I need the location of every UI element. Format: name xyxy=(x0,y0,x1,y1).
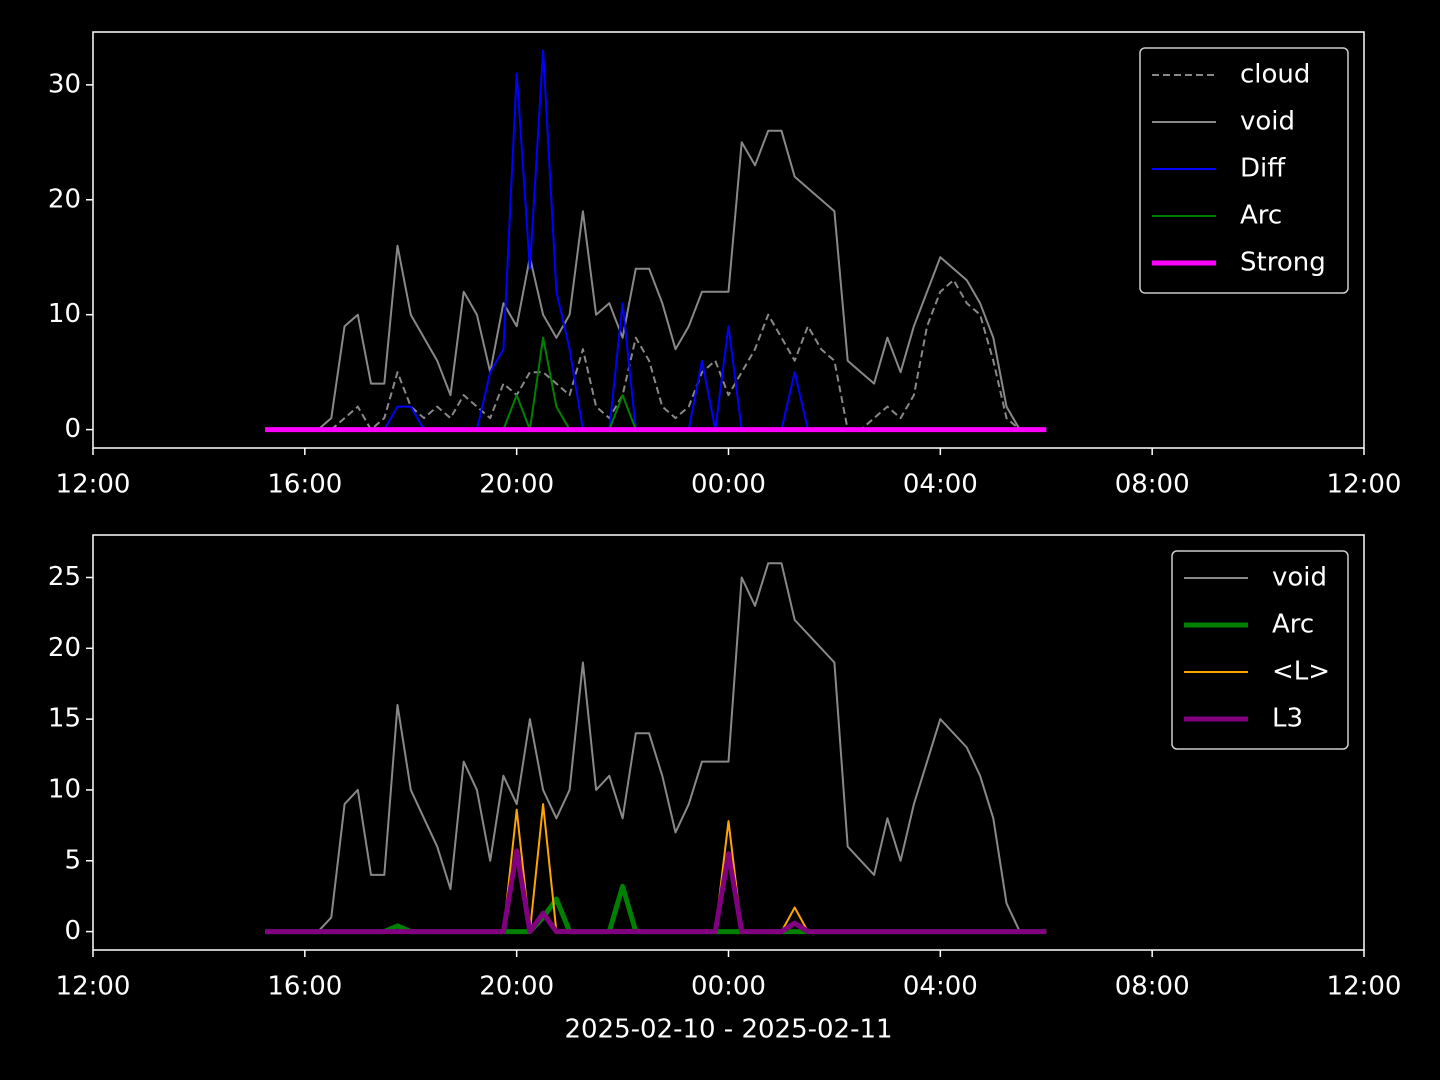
legend-label: void xyxy=(1272,563,1327,593)
x-tick-label: 08:00 xyxy=(1115,972,1190,1002)
x-tick-label: 16:00 xyxy=(267,470,342,500)
x-tick-label: 08:00 xyxy=(1115,470,1190,500)
x-tick-label: 04:00 xyxy=(903,470,978,500)
x-tick-label: 04:00 xyxy=(903,972,978,1002)
legend-frame xyxy=(1171,550,1349,750)
legend-label: Arc xyxy=(1272,610,1314,640)
legend-frame xyxy=(1139,47,1349,294)
y-tick-label: 25 xyxy=(48,562,81,592)
y-tick-label: 20 xyxy=(48,633,81,663)
y-tick-label: 10 xyxy=(48,299,81,329)
y-tick-label: 20 xyxy=(48,184,81,214)
legend-label: Strong xyxy=(1240,248,1326,278)
series-line xyxy=(265,883,1047,935)
y-tick-label: 5 xyxy=(64,845,81,875)
axes-frame xyxy=(92,534,1365,951)
y-tick-label: 30 xyxy=(48,69,81,99)
y-tick-label: 0 xyxy=(64,414,81,444)
series-line xyxy=(265,848,1047,935)
x-tick-label: 12:00 xyxy=(56,972,131,1002)
y-tick-label: 0 xyxy=(64,916,81,946)
series-line xyxy=(265,562,1047,933)
axes-frame xyxy=(92,31,1365,449)
x-tick-label: 12:00 xyxy=(1327,470,1402,500)
series-line xyxy=(265,129,1047,431)
legend-label: cloud xyxy=(1240,60,1310,90)
series-line xyxy=(265,803,1047,933)
legend-label: Diff xyxy=(1240,154,1286,184)
series-line xyxy=(265,49,1047,431)
x-tick-label: 16:00 xyxy=(267,972,342,1002)
legend-label: L3 xyxy=(1272,704,1303,734)
y-tick-label: 10 xyxy=(48,774,81,804)
legend-label: Arc xyxy=(1240,201,1282,231)
x-tick-label: 20:00 xyxy=(479,470,554,500)
y-tick-label: 15 xyxy=(48,704,81,734)
x-tick-label: 12:00 xyxy=(1327,972,1402,1002)
legend-label: <L> xyxy=(1272,657,1330,687)
x-tick-label: 00:00 xyxy=(691,470,766,500)
x-tick-label: 00:00 xyxy=(691,972,766,1002)
x-tick-label: 12:00 xyxy=(56,470,131,500)
x-axis-label: 2025-02-10 - 2025-02-11 xyxy=(564,1015,892,1045)
legend-label: void xyxy=(1240,107,1295,137)
series-line xyxy=(265,279,1047,431)
x-tick-label: 20:00 xyxy=(479,972,554,1002)
